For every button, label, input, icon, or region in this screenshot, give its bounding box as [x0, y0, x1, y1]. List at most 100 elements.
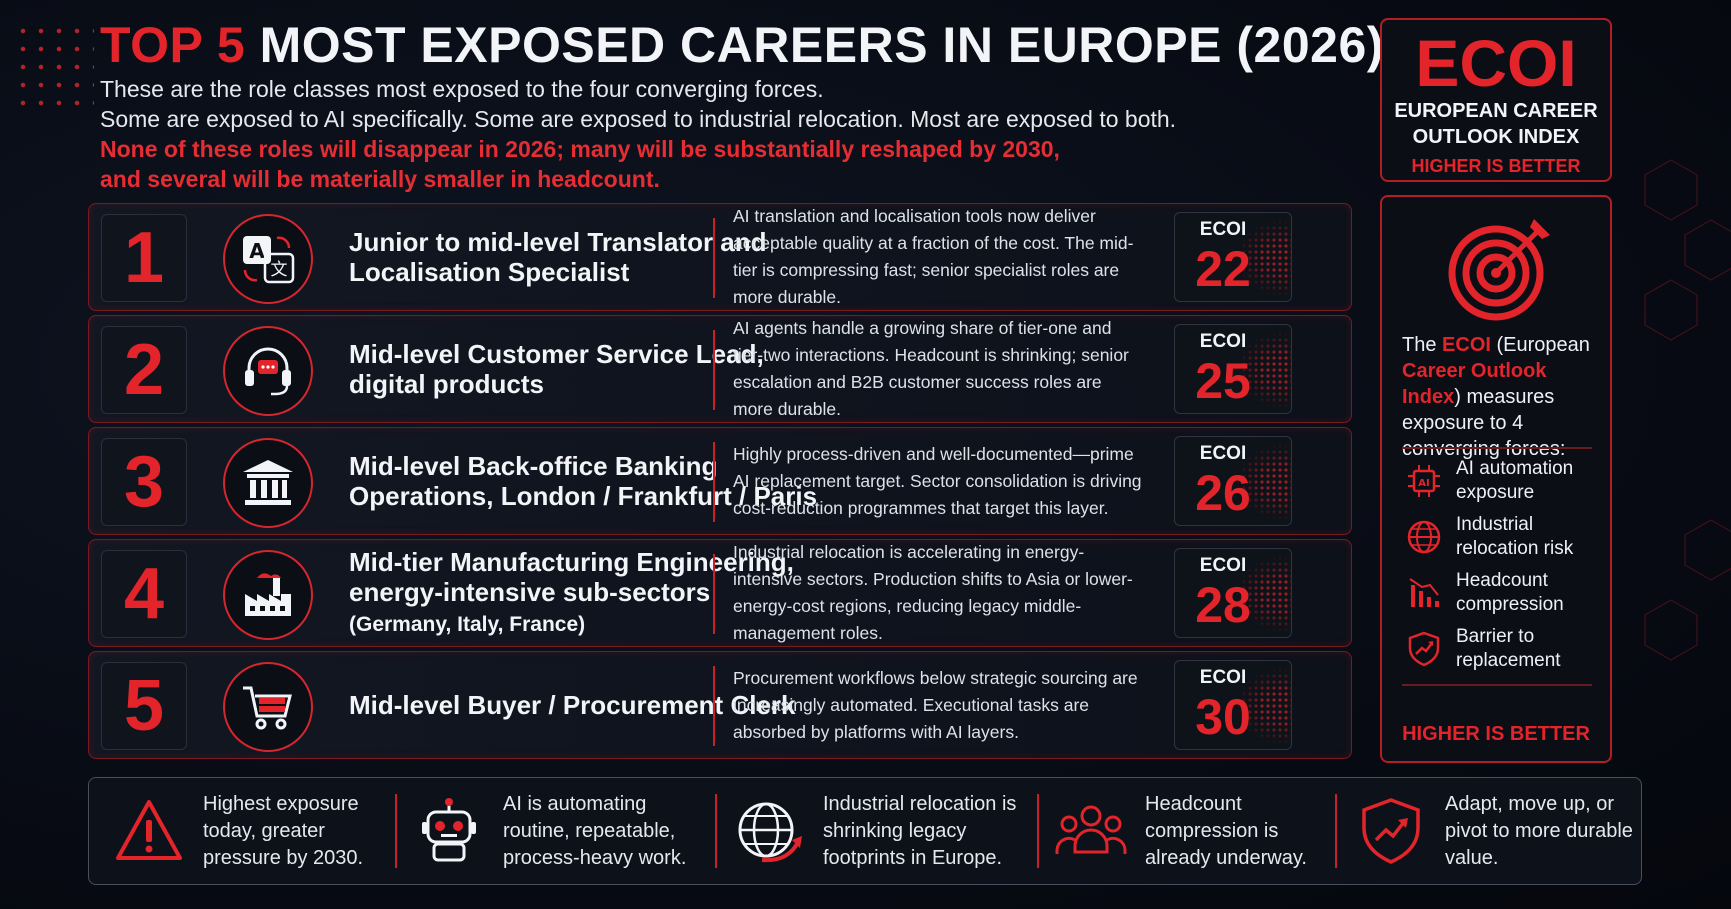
shield-growth-icon — [1351, 791, 1431, 871]
force-ai-automation: AI AI automation exposure — [1402, 455, 1602, 507]
divider — [713, 330, 715, 410]
ecoi-score: 28 — [1195, 577, 1251, 633]
ecoi-title-card: ECOI EUROPEAN CAREER OUTLOOK INDEX HIGHE… — [1380, 18, 1612, 182]
people-icon — [1051, 791, 1131, 871]
globe-icon — [1402, 515, 1446, 559]
career-row-1: 1 A 文 Junior to mid-level Translator and… — [88, 203, 1352, 311]
rank-number: 3 — [101, 438, 187, 526]
ecoi-label: ECOI — [1199, 219, 1247, 240]
ecoi-score: 22 — [1195, 241, 1251, 297]
summary-item-ai: AI is automating routine, repeatable, pr… — [409, 778, 703, 884]
force-label: Headcount compression — [1456, 570, 1564, 615]
ecoi-score-box: ECOI 28 — [1174, 548, 1292, 638]
separator — [1402, 447, 1592, 449]
higher-is-better-label: HIGHER IS BETTER — [1402, 723, 1590, 745]
ecoi-score-box: ECOI 30 — [1174, 660, 1292, 750]
career-list: 1 A 文 Junior to mid-level Translator and… — [88, 203, 1352, 763]
separator — [1402, 684, 1592, 686]
higher-is-better-label: HIGHER IS BETTER — [1411, 156, 1581, 176]
rank-number: 5 — [101, 662, 187, 750]
robot-icon — [409, 791, 489, 871]
summary-item-headcount: Headcount compression is already underwa… — [1051, 778, 1345, 884]
role-title-note: (Germany, Italy, France) — [349, 612, 586, 636]
declining-chart-icon — [1402, 571, 1446, 615]
factory-icon — [223, 550, 313, 640]
career-row-5: 5 Mid-level Buyer / Procurement Clerk Pr… — [88, 651, 1352, 759]
divider — [1037, 794, 1039, 868]
target-icon — [1448, 219, 1550, 321]
summary-text: AI is automating routine, repeatable, pr… — [503, 792, 687, 869]
summary-bar: Highest exposure today, greater pressure… — [88, 777, 1642, 885]
ecoi-label: ECOI — [1199, 443, 1247, 464]
career-row-3: 3 Mid-level Back-office Banking Operatio… — [88, 427, 1352, 535]
role-title: Mid-level Customer Service Lead, digital… — [349, 339, 764, 399]
force-barrier-to-replacement: Barrier to replacement — [1402, 623, 1602, 675]
hexagon-pattern-decoration — [1644, 159, 1731, 661]
ecoi-score-box: ECOI 25 — [1174, 324, 1292, 414]
intro-line-2: Some are exposed to AI specifically. Som… — [100, 106, 1177, 132]
intro-line-1: These are the role classes most exposed … — [100, 76, 824, 102]
divider — [713, 218, 715, 298]
svg-text:文: 文 — [271, 260, 288, 280]
role-title: Junior to mid-level Translator and Local… — [349, 227, 767, 287]
divider — [713, 666, 715, 746]
role-description: Highly process-driven and well-documente… — [733, 443, 1142, 518]
title-accent: TOP 5 — [100, 17, 246, 73]
summary-text: Headcount compression is already underwa… — [1145, 792, 1307, 869]
ecoi-label: ECOI — [1199, 331, 1247, 352]
ecoi-score-box: ECOI 26 — [1174, 436, 1292, 526]
ecoi-fullname-line-1: EUROPEAN CAREER — [1394, 100, 1598, 122]
svg-text:A: A — [249, 239, 265, 263]
ecoi-score: 30 — [1195, 689, 1251, 745]
summary-item-exposure: Highest exposure today, greater pressure… — [109, 778, 403, 884]
intro-line-3: None of these roles will disappear in 20… — [100, 136, 1060, 162]
header: TOP 5 MOST EXPOSED CAREERS IN EUROPE (20… — [100, 16, 1383, 194]
force-label: Industrial relocation risk — [1456, 514, 1574, 559]
rank-number: 2 — [101, 326, 187, 414]
role-description: Procurement workflows below strategic so… — [733, 667, 1138, 742]
bank-icon — [223, 438, 313, 528]
ai-chip-icon: AI — [1402, 459, 1446, 503]
role-title: Mid-level Back-office Banking Operations… — [349, 451, 818, 511]
summary-text: Highest exposure today, greater pressure… — [203, 792, 364, 869]
translate-icon: A 文 — [223, 214, 313, 304]
dot-decoration — [1235, 219, 1291, 297]
career-row-4: 4 Mid-tier Manufacturing Engineering, en… — [88, 539, 1352, 647]
dot-decoration — [1235, 443, 1291, 521]
divider — [715, 794, 717, 868]
ecoi-label: ECOI — [1199, 667, 1247, 688]
rank-number: 4 — [101, 550, 187, 638]
force-label: Barrier to replacement — [1456, 626, 1561, 671]
shopping-cart-icon — [223, 662, 313, 752]
dot-decoration — [1235, 555, 1291, 633]
decorative-dots — [14, 22, 94, 112]
summary-text: Industrial relocation is shrinking legac… — [823, 792, 1017, 869]
summary-item-adapt: Adapt, move up, or pivot to more durable… — [1351, 778, 1645, 884]
force-industrial-relocation: Industrial relocation risk — [1402, 511, 1602, 563]
summary-text: Adapt, move up, or pivot to more durable… — [1445, 792, 1633, 869]
globe-arrow-icon — [729, 791, 809, 871]
role-description: Industrial relocation is accelerating in… — [733, 542, 1133, 643]
dot-decoration — [1235, 667, 1291, 745]
page-title: TOP 5 MOST EXPOSED CAREERS IN EUROPE (20… — [100, 16, 1383, 74]
ecoi-label: ECOI — [1199, 555, 1247, 576]
ecoi-fullname-line-2: OUTLOOK INDEX — [1412, 126, 1580, 148]
warning-icon — [109, 791, 189, 871]
career-row-2: 2 Mid-level Customer Service Lead, digit… — [88, 315, 1352, 423]
ecoi-score: 26 — [1195, 465, 1251, 521]
role-description: AI translation and localisation tools no… — [733, 206, 1134, 307]
dot-decoration — [1235, 331, 1291, 409]
divider — [713, 442, 715, 522]
summary-item-relocation: Industrial relocation is shrinking legac… — [729, 778, 1023, 884]
force-label: AI automation exposure — [1456, 458, 1574, 503]
role-title: Mid-tier Manufacturing Engineering, ener… — [349, 546, 794, 636]
intro-line-4: and several will be materially smaller i… — [100, 166, 660, 192]
divider — [713, 554, 715, 634]
force-headcount-compression: Headcount compression — [1402, 567, 1602, 619]
ecoi-score: 25 — [1195, 353, 1251, 409]
ecoi-score-box: ECOI 22 — [1174, 212, 1292, 302]
headset-icon — [223, 326, 313, 416]
ecoi-description: The ECOI (European Career Outlook Index)… — [1402, 334, 1590, 460]
svg-text:AI: AI — [1418, 478, 1429, 489]
shield-icon — [1402, 627, 1446, 671]
